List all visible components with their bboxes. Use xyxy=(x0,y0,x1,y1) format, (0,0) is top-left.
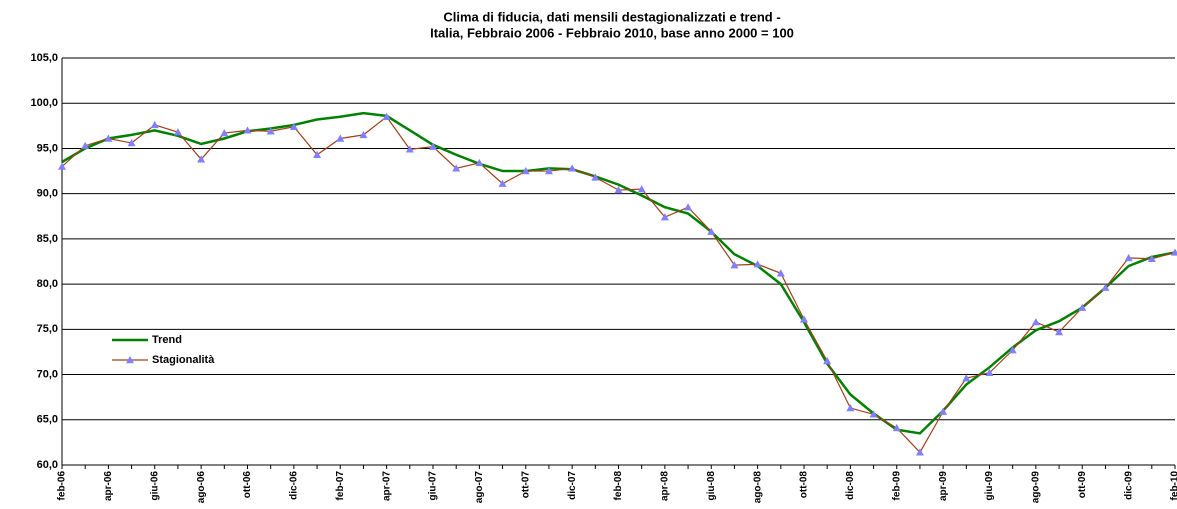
y-tick-label: 70,0 xyxy=(37,368,58,380)
data-point xyxy=(776,269,785,277)
x-tick-label: ago-07 xyxy=(474,471,485,504)
data-point xyxy=(614,186,623,194)
y-tick-label: 65,0 xyxy=(37,414,58,426)
data-point xyxy=(1147,254,1156,262)
data-point xyxy=(591,173,600,181)
data-point xyxy=(220,129,229,137)
data-point xyxy=(81,141,90,149)
x-tick-label: giu-08 xyxy=(706,471,717,501)
data-point xyxy=(660,213,669,221)
data-point xyxy=(429,142,437,150)
data-point xyxy=(452,164,461,172)
data-point xyxy=(1171,248,1177,256)
data-point xyxy=(1008,346,1017,354)
data-point xyxy=(197,155,206,163)
x-tick-label: giu-07 xyxy=(428,471,439,501)
data-point xyxy=(915,448,924,456)
data-point xyxy=(58,162,66,170)
x-tick-label: apr-08 xyxy=(660,471,671,501)
x-tick-label: giu-06 xyxy=(149,471,160,501)
data-point xyxy=(707,227,716,235)
x-tick-label: ott-09 xyxy=(1077,471,1088,499)
data-point xyxy=(498,179,507,187)
data-point xyxy=(823,356,832,365)
x-tick-label: apr-06 xyxy=(103,471,114,501)
data-point xyxy=(266,127,275,135)
y-tick-label: 95,0 xyxy=(37,142,58,154)
data-point xyxy=(1055,328,1064,336)
y-tick-label: 90,0 xyxy=(37,188,58,200)
data-point xyxy=(382,112,391,120)
data-point xyxy=(1031,318,1040,326)
y-tick-label: 100,0 xyxy=(30,97,58,109)
chart-title: Clima di fiducia, dati mensili destagion… xyxy=(443,9,780,24)
data-point xyxy=(753,260,762,268)
data-point xyxy=(730,261,739,269)
data-point xyxy=(521,167,530,175)
chart-subtitle: Italia, Febbraio 2006 - Febbraio 2010, b… xyxy=(430,25,794,40)
x-tick-label: apr-07 xyxy=(381,471,392,501)
legend-label: Trend xyxy=(152,334,182,346)
x-tick-label: ago-06 xyxy=(196,471,207,504)
data-point xyxy=(289,122,298,130)
data-point xyxy=(104,134,113,142)
x-tick-label: ott-06 xyxy=(242,471,253,499)
data-point xyxy=(800,315,808,323)
data-point xyxy=(869,410,878,418)
series-line xyxy=(61,111,1176,435)
x-tick-label: apr-09 xyxy=(938,471,949,501)
data-point xyxy=(405,145,414,153)
data-point xyxy=(892,423,901,432)
data-point xyxy=(637,185,646,193)
data-point xyxy=(1124,253,1133,262)
x-tick-label: dic-06 xyxy=(289,471,300,500)
x-tick-label: feb-06 xyxy=(57,471,68,501)
data-point xyxy=(173,128,182,136)
x-tick-label: feb-10 xyxy=(1170,471,1177,501)
data-point xyxy=(150,120,159,129)
data-point xyxy=(359,130,368,139)
data-point xyxy=(846,404,855,412)
data-point xyxy=(684,203,693,211)
data-point xyxy=(336,134,345,142)
y-tick-label: 75,0 xyxy=(37,323,58,335)
data-point xyxy=(243,126,252,134)
data-point xyxy=(475,158,484,167)
x-tick-label: feb-07 xyxy=(335,471,346,501)
data-point xyxy=(939,407,948,415)
x-tick-label: dic-09 xyxy=(1123,471,1134,500)
x-tick-label: feb-08 xyxy=(613,471,624,501)
data-point xyxy=(985,368,994,376)
x-tick-label: ago-08 xyxy=(752,471,763,504)
data-point xyxy=(127,139,136,147)
x-tick-label: dic-07 xyxy=(567,471,578,500)
data-point xyxy=(962,374,971,382)
data-point xyxy=(313,150,322,158)
legend-marker xyxy=(126,356,134,364)
x-tick-label: ago-09 xyxy=(1031,471,1042,504)
data-point xyxy=(568,164,577,172)
data-point xyxy=(544,167,553,175)
x-tick-label: giu-09 xyxy=(984,471,995,501)
x-tick-label: dic-08 xyxy=(845,471,856,500)
x-tick-label: ott-08 xyxy=(799,471,810,499)
x-tick-label: ott-07 xyxy=(520,471,531,499)
y-tick-label: 80,0 xyxy=(37,278,58,290)
data-point xyxy=(1078,303,1087,311)
y-tick-label: 105,0 xyxy=(30,52,58,64)
x-tick-label: feb-09 xyxy=(891,471,902,501)
y-tick-label: 85,0 xyxy=(37,233,58,245)
data-point xyxy=(1101,283,1110,291)
y-tick-label: 60,0 xyxy=(37,459,58,471)
legend-label: Stagionalità xyxy=(152,354,215,366)
